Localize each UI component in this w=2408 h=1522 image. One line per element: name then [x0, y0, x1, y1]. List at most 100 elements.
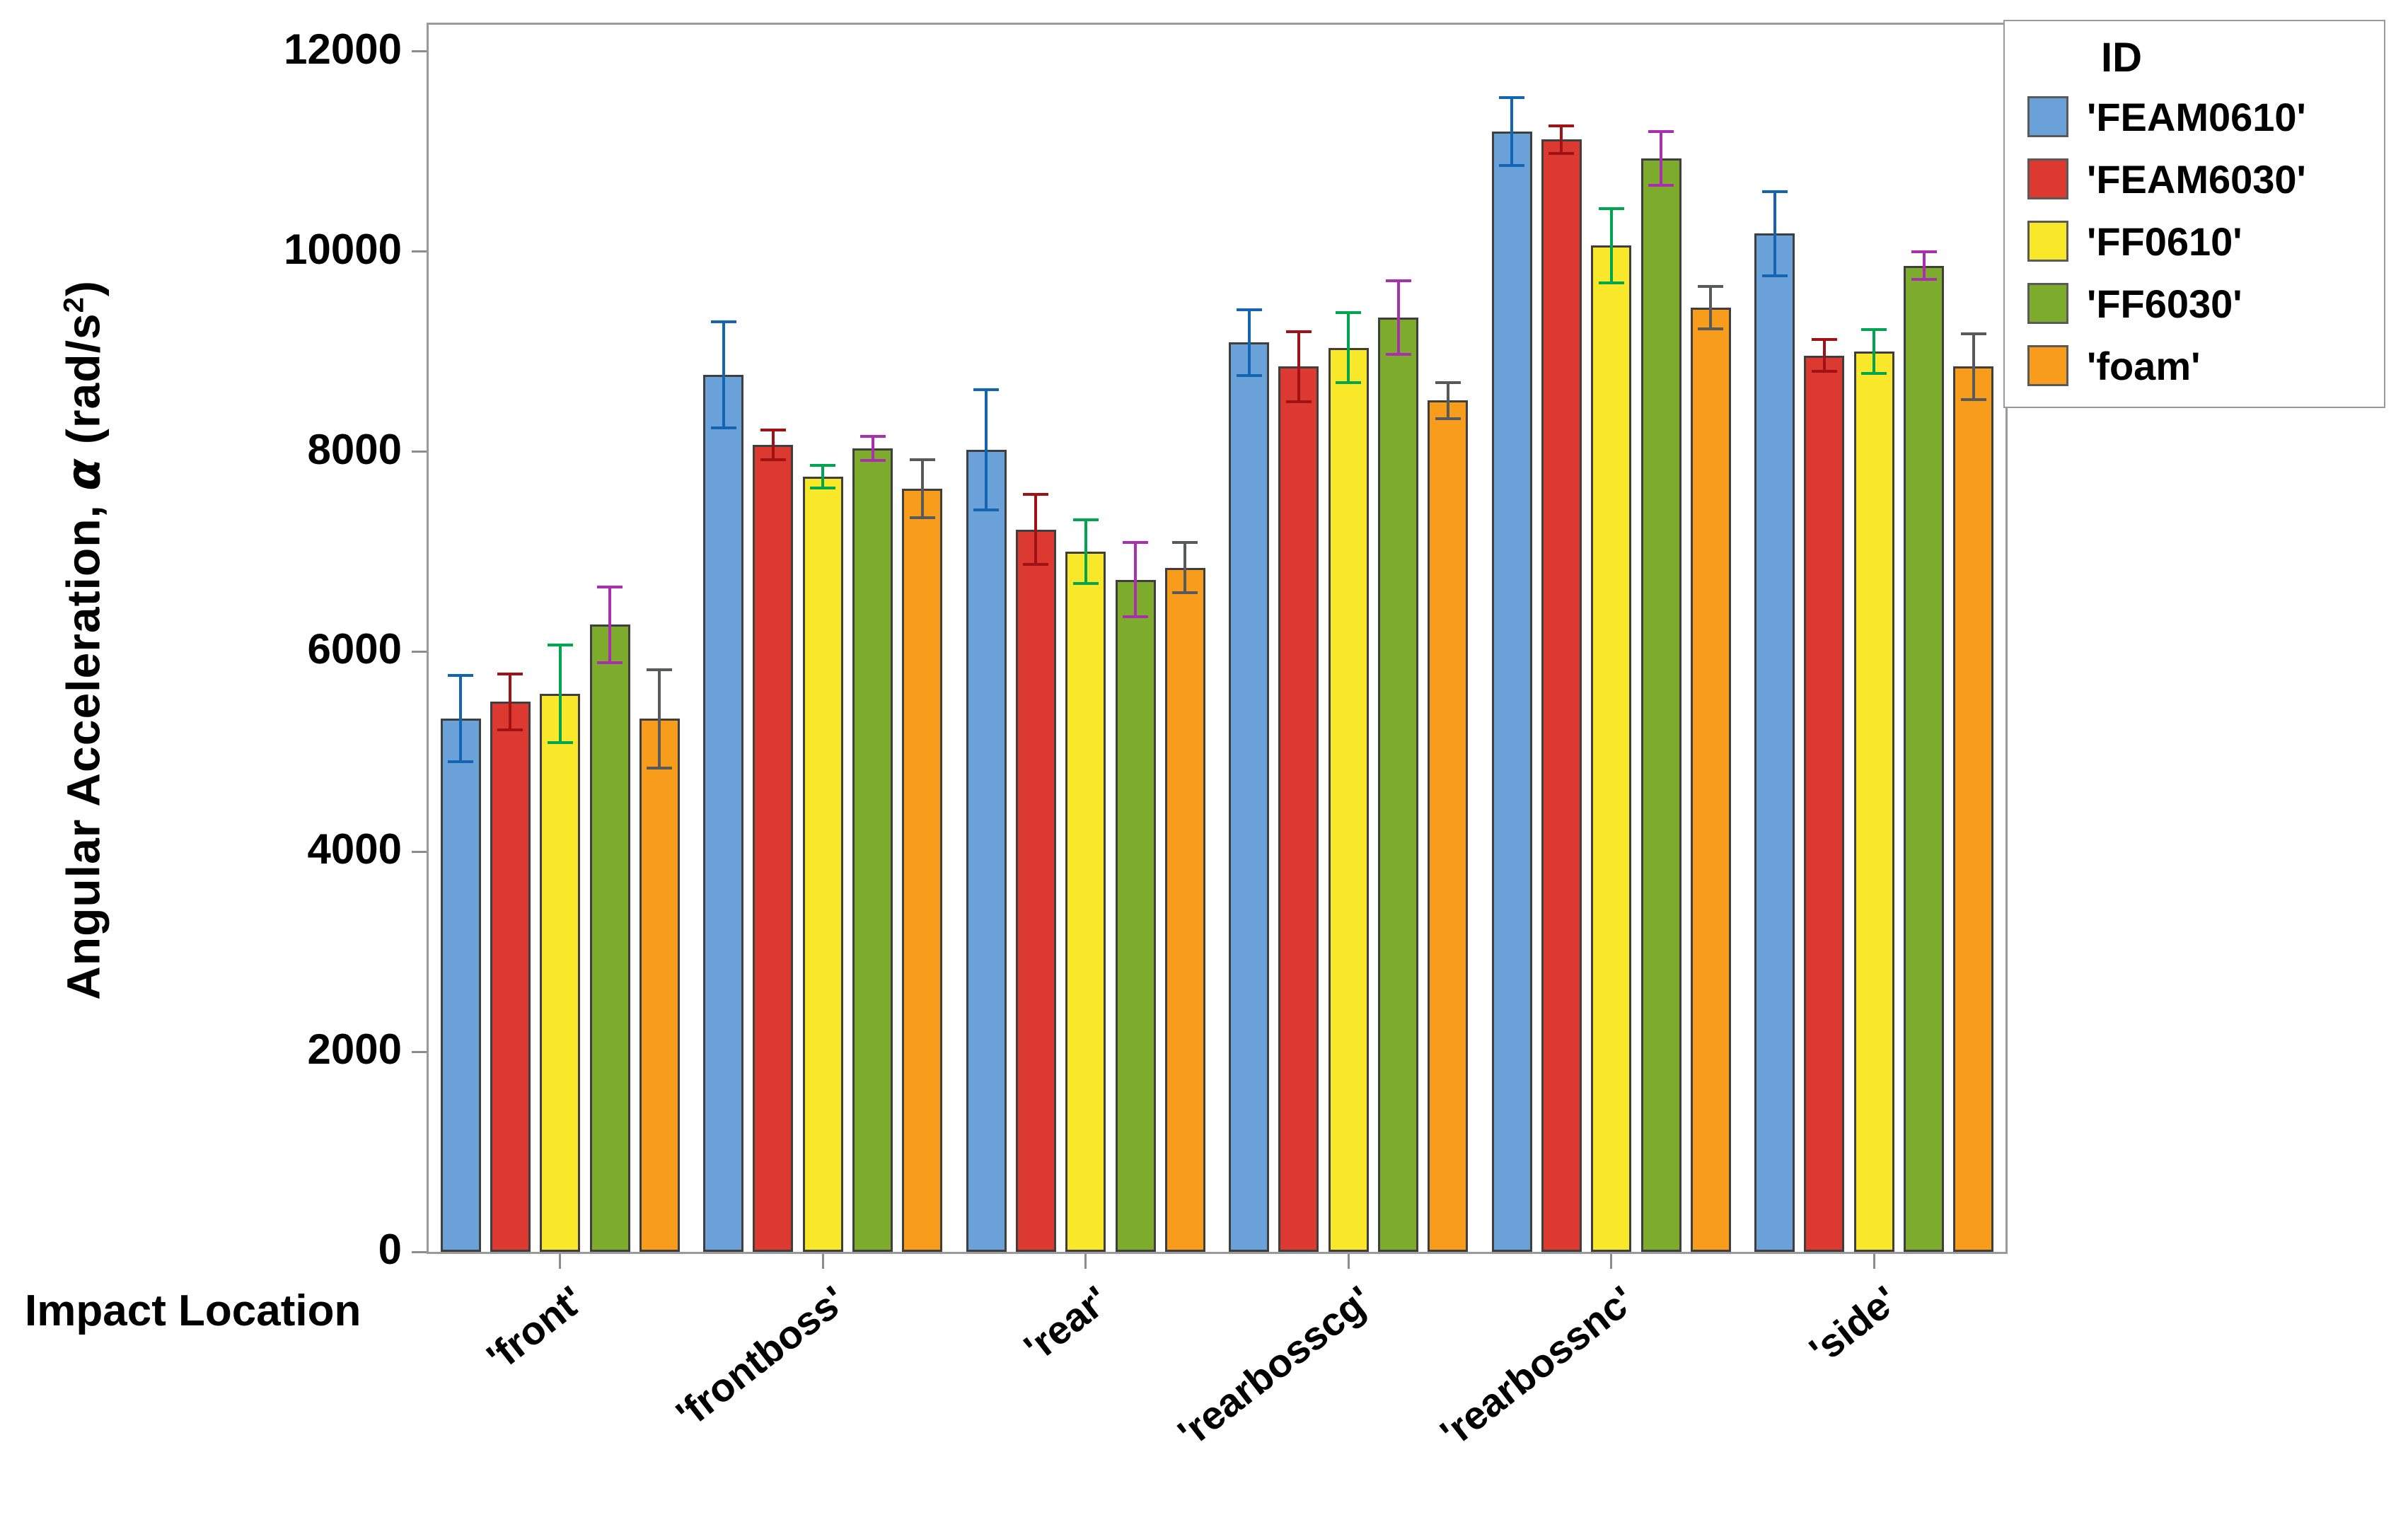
bar — [1804, 355, 1845, 1252]
bar — [1491, 132, 1532, 1252]
error-bar — [1183, 542, 1187, 593]
error-bar-cap — [1698, 327, 1724, 330]
error-bar-cap — [1960, 332, 1986, 335]
x-category-label: 'rear' — [1015, 1277, 1118, 1371]
bar — [1278, 366, 1319, 1252]
error-bar-cap — [1499, 95, 1525, 99]
error-bar-cap — [1336, 311, 1362, 315]
bar — [852, 448, 893, 1252]
y-axis-unit-close: ) — [57, 280, 110, 297]
error-bar — [1609, 208, 1613, 283]
error-bar-cap — [710, 426, 736, 429]
error-bar — [1872, 330, 1876, 374]
error-bar — [1247, 309, 1251, 376]
error-bar-cap — [1435, 417, 1461, 420]
bar — [1640, 158, 1681, 1252]
error-bar-cap — [497, 672, 523, 675]
x-axis-title: Impact Location — [25, 1286, 361, 1335]
error-bar — [1972, 333, 1975, 400]
bar — [1229, 342, 1270, 1252]
error-bar-cap — [1811, 370, 1837, 373]
y-axis-title-text: Angular Acceleration, — [57, 490, 110, 1000]
error-bar-cap — [859, 435, 886, 438]
x-category-label: 'rearbosscg' — [1169, 1277, 1380, 1456]
bar — [1953, 366, 1994, 1252]
bar — [1328, 347, 1369, 1252]
y-tick-label: 2000 — [307, 1026, 402, 1074]
x-category-label: 'rearbossnc' — [1432, 1277, 1643, 1456]
error-bar — [658, 669, 661, 768]
y-tick-label: 4000 — [307, 825, 402, 873]
bar — [1065, 552, 1106, 1252]
error-bar — [920, 459, 924, 518]
error-bar-cap — [1648, 130, 1674, 134]
error-bar — [1560, 125, 1563, 154]
legend-item: 'foam' — [2005, 335, 2384, 397]
error-bar-cap — [1811, 338, 1837, 342]
bar — [1754, 233, 1795, 1252]
y-tick-label: 6000 — [307, 625, 402, 673]
error-bar-cap — [973, 388, 1000, 391]
error-bar-cap — [1911, 278, 1937, 281]
error-bar-cap — [547, 741, 573, 745]
bar — [1015, 529, 1056, 1252]
legend-item: 'FEAM6030' — [2005, 148, 2384, 210]
error-bar — [558, 644, 562, 743]
x-tick — [1347, 1254, 1350, 1269]
error-bar — [1822, 339, 1826, 372]
error-bar-cap — [1072, 582, 1099, 586]
y-tick — [412, 650, 427, 653]
bar — [1115, 579, 1156, 1252]
legend-item-label: 'foam' — [2087, 343, 2201, 388]
error-bar — [608, 586, 612, 663]
y-tick — [412, 451, 427, 453]
error-bar — [1347, 313, 1350, 383]
error-bar-cap — [647, 668, 673, 671]
bar — [490, 702, 531, 1252]
error-bar — [1396, 280, 1400, 355]
error-bar-cap — [1172, 541, 1198, 545]
error-bar-cap — [597, 585, 623, 588]
error-bar-cap — [1285, 400, 1312, 403]
error-bar-cap — [448, 760, 474, 764]
y-tick-label: 10000 — [284, 225, 402, 273]
error-bar-cap — [1698, 285, 1724, 289]
bar — [589, 625, 630, 1252]
error-bar-cap — [810, 464, 836, 467]
error-bar-cap — [1761, 190, 1788, 193]
error-bar — [821, 465, 825, 488]
legend: ID 'FEAM0610' 'FEAM6030' 'FF0610' 'FF6030' '… — [2003, 20, 2385, 408]
plot-area — [412, 23, 2008, 1269]
bar — [1904, 265, 1945, 1252]
error-bar-cap — [760, 458, 786, 461]
y-tick-label: 12000 — [284, 25, 402, 73]
y-tick — [412, 850, 427, 853]
error-bar-cap — [760, 428, 786, 431]
error-bar-cap — [647, 766, 673, 769]
legend-item-label: 'FEAM6030' — [2087, 156, 2306, 202]
error-bar-cap — [1336, 381, 1362, 385]
error-bar-cap — [1549, 124, 1575, 127]
error-bar — [459, 675, 463, 762]
error-bar-cap — [1236, 308, 1262, 311]
legend-items: 'FEAM0610' 'FEAM6030' 'FF0610' 'FF6030' 'foa… — [2005, 86, 2384, 397]
error-bar-cap — [1911, 250, 1937, 253]
y-tick — [412, 50, 427, 53]
legend-item-label: 'FEAM0610' — [2087, 94, 2306, 139]
bar — [1428, 400, 1469, 1252]
legend-title: ID — [2101, 35, 2142, 81]
y-tick-label: 8000 — [307, 425, 402, 473]
legend-swatch — [2027, 221, 2068, 262]
legend-item-label: 'FF0610' — [2087, 219, 2242, 264]
x-tick — [821, 1254, 824, 1269]
error-bar-cap — [1072, 518, 1099, 521]
bar — [1378, 318, 1419, 1252]
error-bar-cap — [1598, 281, 1624, 284]
error-bar-cap — [1499, 164, 1525, 168]
error-bar-cap — [909, 458, 935, 461]
legend-item: 'FEAM0610' — [2005, 86, 2384, 148]
error-bar — [1660, 132, 1663, 186]
error-bar-cap — [547, 643, 573, 646]
y-tick — [412, 1250, 427, 1253]
x-category-label: 'frontboss' — [668, 1277, 855, 1436]
